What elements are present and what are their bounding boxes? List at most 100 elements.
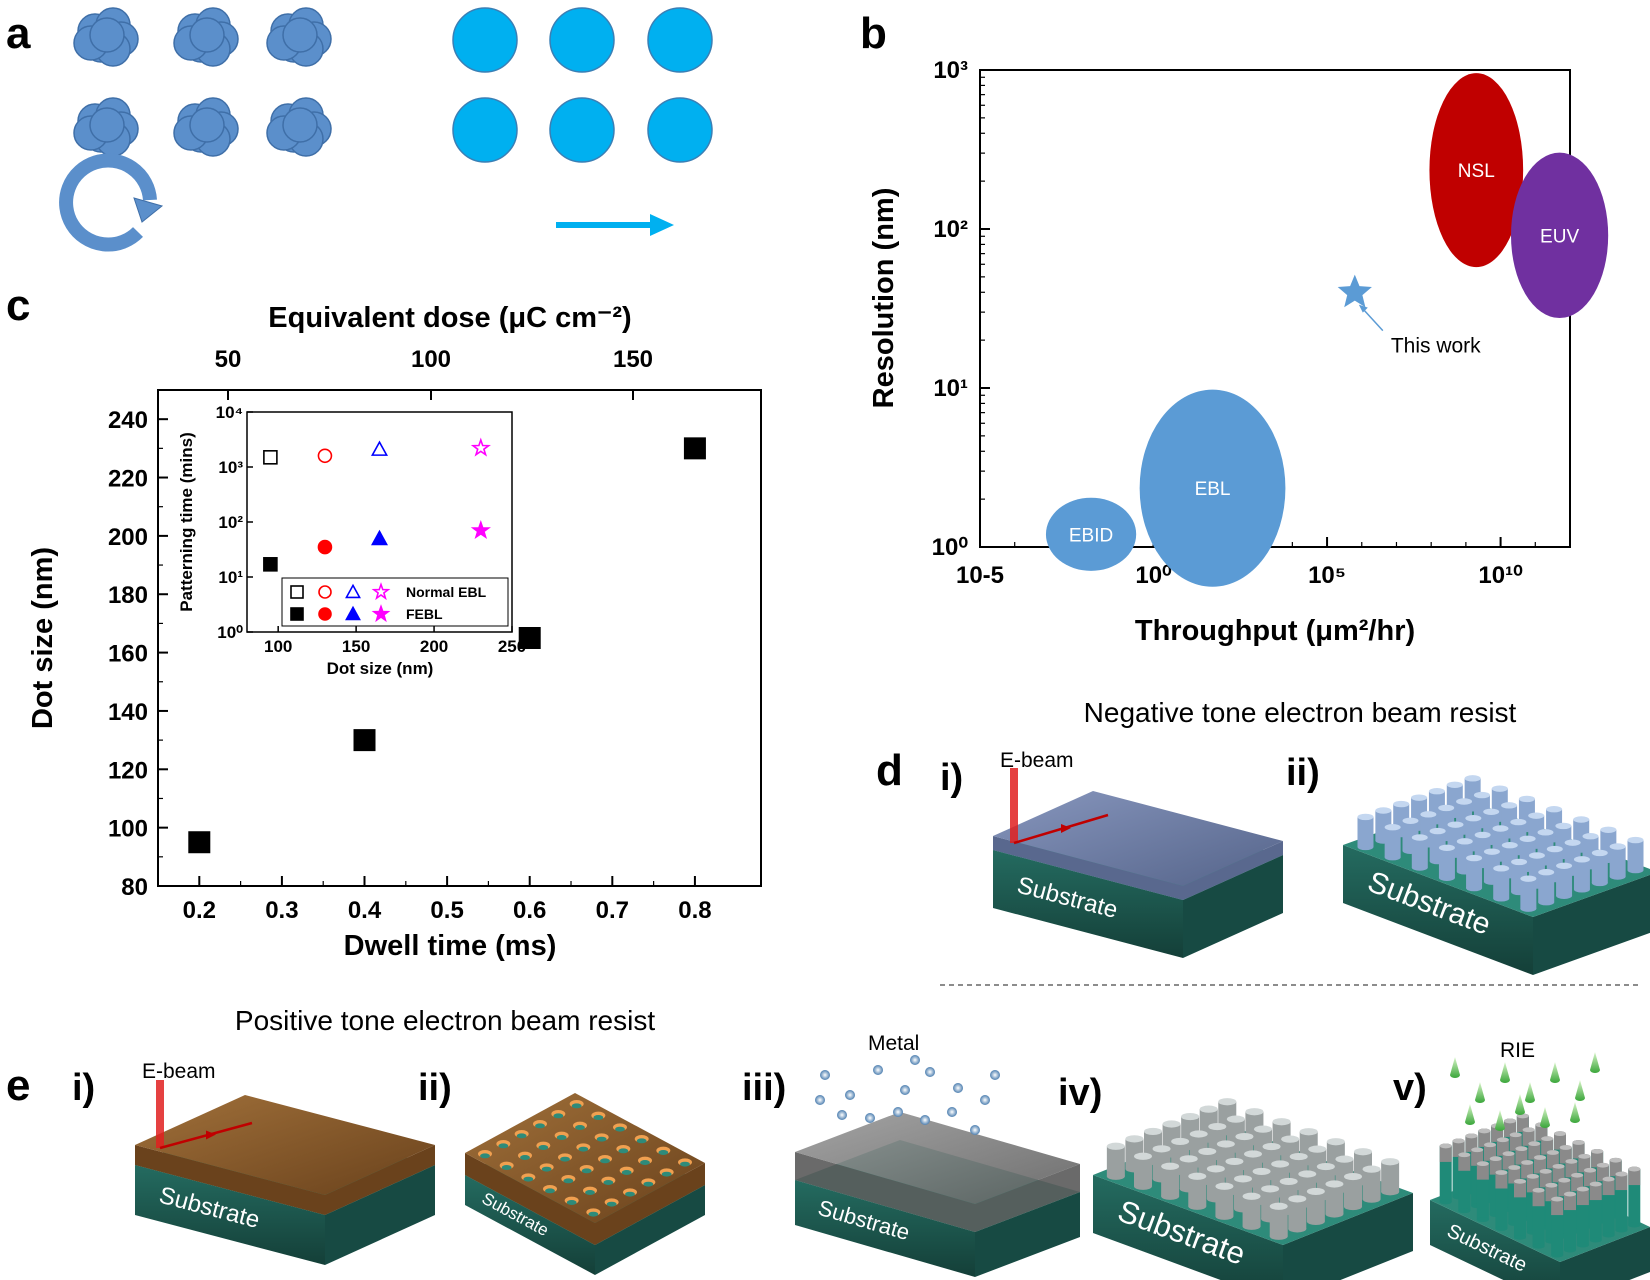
pillar-cap-top xyxy=(1489,1156,1502,1162)
pillar-cap-top xyxy=(1471,1147,1484,1153)
pillar-base xyxy=(1411,864,1428,871)
pillar-top xyxy=(1573,816,1590,823)
particle-cluster xyxy=(266,97,332,157)
y-tick-label: 100 xyxy=(108,816,148,843)
pillar xyxy=(1520,878,1537,909)
pillar xyxy=(1288,1198,1307,1229)
pillar-top xyxy=(1226,1115,1245,1123)
inset-point-star xyxy=(470,437,491,457)
rie-ion xyxy=(1525,1082,1535,1103)
hole-bottom xyxy=(501,1165,512,1170)
pillar-top xyxy=(1473,791,1490,799)
pillar-base xyxy=(1573,886,1590,893)
pillar xyxy=(1362,1169,1381,1200)
pillar-base xyxy=(1538,899,1555,906)
region-ebid xyxy=(1045,497,1137,571)
pillar-cap xyxy=(1589,1184,1602,1201)
pillar-top xyxy=(1528,852,1545,859)
pillar xyxy=(1573,859,1590,890)
panel-d-title: Negative tone electron beam resist xyxy=(1084,697,1517,728)
hole-bottom xyxy=(661,1171,672,1177)
pillar-top xyxy=(1269,1202,1288,1210)
pillar-top xyxy=(1582,833,1599,840)
pillar-cap-top xyxy=(1509,1132,1522,1138)
this-work-star-icon xyxy=(1337,274,1372,308)
pillar-cap-top xyxy=(1452,1138,1465,1144)
resist-front xyxy=(135,1145,325,1215)
particle-cluster xyxy=(173,7,239,67)
pillar-top xyxy=(1161,1162,1180,1170)
pillar-top xyxy=(1555,822,1572,830)
pillar-top xyxy=(1393,800,1410,808)
pillar xyxy=(1161,1166,1180,1197)
metal-particle xyxy=(893,1107,903,1117)
substrate-front xyxy=(135,1165,325,1265)
pillar-top xyxy=(1573,856,1590,863)
panel-label-e: e xyxy=(6,1061,30,1110)
hole-bottom xyxy=(680,1161,690,1167)
pillar-base xyxy=(1242,1222,1261,1230)
hole-bottom xyxy=(588,1211,599,1217)
pillar-base xyxy=(1591,879,1608,887)
pillar-cap-top xyxy=(1476,1161,1489,1167)
scan-arrow-head xyxy=(206,1130,216,1140)
pillar-cap-top xyxy=(1526,1173,1539,1179)
pillar-top xyxy=(1216,1140,1235,1148)
hole-bottom xyxy=(578,1146,589,1152)
pillar-top xyxy=(1428,788,1445,795)
rie-ion xyxy=(1590,1052,1600,1073)
y-tick-label: 10³ xyxy=(933,57,968,84)
pillar-top xyxy=(1511,858,1528,866)
pillar-top xyxy=(1362,1165,1381,1173)
pillar-base xyxy=(1106,1172,1125,1180)
inset-legend-normal: Normal EBL xyxy=(406,584,487,600)
inset-x-tick-label: 250 xyxy=(498,637,526,656)
pillar-top xyxy=(1438,804,1455,812)
y-tick-label: 10² xyxy=(933,216,968,243)
pillar-cap-top xyxy=(1522,1127,1535,1133)
pillar-top xyxy=(1188,1172,1207,1180)
resist-side xyxy=(595,1163,705,1245)
pillar-cap-top xyxy=(1584,1167,1596,1173)
panel-e-step-iv: iv) xyxy=(1058,1072,1102,1114)
pillar xyxy=(1384,827,1401,858)
inset-y-tick-label: 10⁰ xyxy=(217,623,243,642)
y-tick-label: 200 xyxy=(108,524,148,551)
pillar-top xyxy=(1281,1135,1300,1143)
dot-particle xyxy=(452,7,518,73)
hole-bottom xyxy=(593,1115,604,1120)
pillar-top xyxy=(1465,815,1482,822)
hole-bottom xyxy=(545,1188,555,1194)
resist-side xyxy=(1183,841,1283,900)
pillar-cap-top xyxy=(1591,1148,1604,1154)
substrate-side xyxy=(1283,1193,1413,1280)
pillar-cap xyxy=(1576,1189,1589,1206)
pillar-base xyxy=(1609,873,1626,880)
hole-bottom xyxy=(603,1180,614,1185)
pillar-top xyxy=(1262,1142,1281,1151)
rie-ion xyxy=(1495,1110,1505,1131)
pillar-top xyxy=(1306,1187,1325,1196)
hole-bottom xyxy=(636,1138,647,1144)
metal-particle xyxy=(845,1090,855,1100)
pillar-top xyxy=(1381,1158,1400,1166)
e-beam-line xyxy=(1010,768,1018,843)
y-tick-label: 180 xyxy=(108,582,148,609)
pillar-top xyxy=(1528,812,1545,819)
panel-c-xlabel: Dwell time (ms) xyxy=(344,930,557,962)
pillar-cap-top xyxy=(1564,1191,1576,1197)
pillar-base xyxy=(1532,1243,1545,1249)
substrate-side xyxy=(975,1192,1080,1277)
pillar-base xyxy=(1215,1212,1234,1220)
pillar-base xyxy=(1384,854,1401,861)
pillar-cap-top xyxy=(1609,1157,1622,1163)
hole-bottom xyxy=(556,1135,567,1140)
pillar-cap-top xyxy=(1565,1158,1578,1164)
x-tick-label: 0.5 xyxy=(430,897,463,924)
pillar-base xyxy=(1362,1195,1381,1203)
y-tick-label: 10⁰ xyxy=(932,534,969,561)
pillar-base xyxy=(1602,1232,1615,1238)
metal-particle xyxy=(815,1095,825,1105)
hole-bottom xyxy=(640,1160,650,1165)
resist-front xyxy=(993,836,1183,900)
